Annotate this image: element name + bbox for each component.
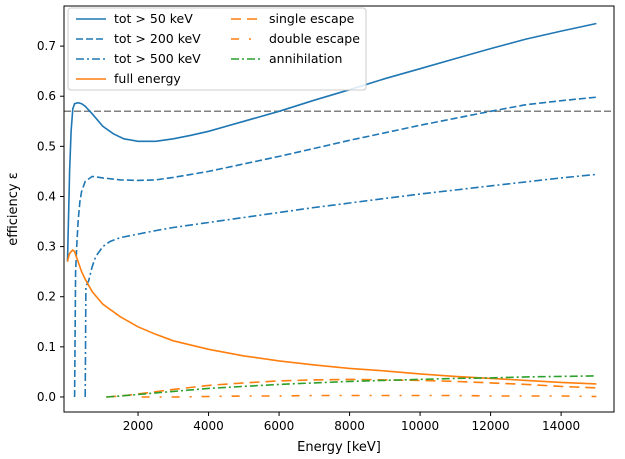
series-line-6: [106, 375, 597, 398]
x-ticks: 2000 4000 6000 8000 10000 12000 14000: [123, 412, 580, 433]
y-tick-label: 0.4: [37, 189, 56, 203]
plot-lines: [64, 22, 614, 398]
y-axis-label: efficiency ε: [6, 172, 21, 246]
y-tick-label: 0.6: [37, 89, 56, 103]
x-axis-label: Energy [keV]: [297, 440, 381, 455]
legend-box: [67, 7, 367, 91]
legend-label: double escape: [269, 31, 360, 46]
x-tick-label: 12000: [472, 419, 510, 433]
x-tick-label: 6000: [264, 419, 295, 433]
legend-label: tot > 500 keV: [114, 51, 201, 66]
legend-label: single escape: [269, 11, 355, 26]
legend-label: tot > 200 keV: [114, 31, 201, 46]
y-tick-label: 0.5: [37, 139, 56, 153]
legend-label: annihilation: [269, 51, 342, 66]
y-tick-label: 0.0: [37, 390, 56, 404]
x-tick-label: 10000: [401, 419, 439, 433]
y-tick-label: 0.7: [37, 39, 56, 53]
y-tick-label: 0.2: [37, 290, 56, 304]
y-ticks: 0.0 0.1 0.2 0.3 0.4 0.5 0.6 0.7: [37, 39, 64, 404]
series-line-1: [73, 96, 597, 398]
legend-label: tot > 50 keV: [114, 11, 193, 26]
x-tick-label: 8000: [334, 419, 365, 433]
x-tick-label: 4000: [193, 419, 224, 433]
series-line-2: [84, 173, 597, 398]
series-line-3: [66, 249, 597, 385]
series-line-4: [106, 378, 597, 398]
series-line-5: [141, 394, 597, 398]
y-tick-label: 0.3: [37, 240, 56, 254]
x-tick-label: 2000: [123, 419, 154, 433]
series-line-0: [66, 22, 597, 262]
axes-frame: [63, 5, 615, 413]
y-tick-label: 0.1: [37, 340, 56, 354]
x-tick-label: 14000: [542, 419, 580, 433]
legend-label: full energy: [114, 71, 181, 86]
legend: tot > 50 keV tot > 200 keV tot > 500 keV fu…: [67, 7, 367, 91]
